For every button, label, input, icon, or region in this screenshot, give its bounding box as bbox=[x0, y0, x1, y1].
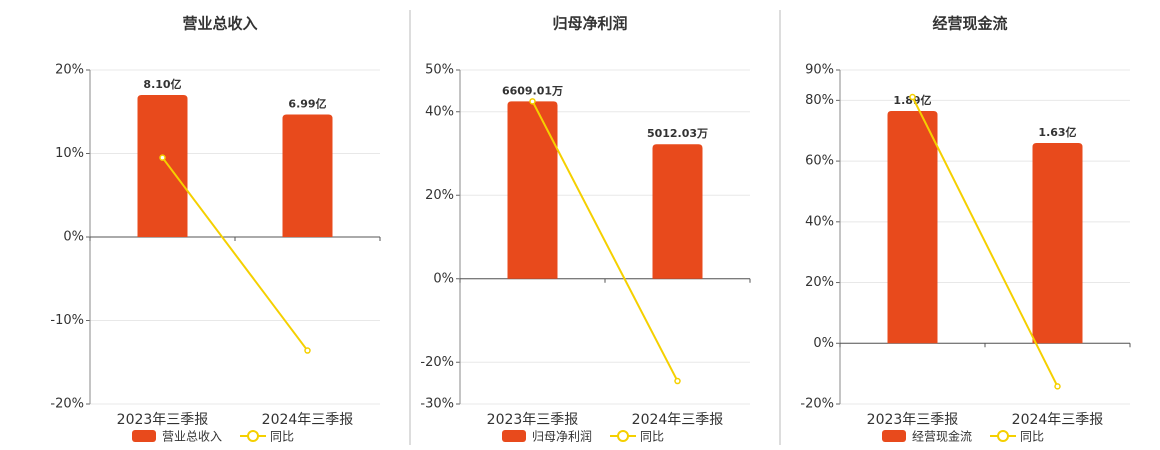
legend-label: 同比 bbox=[270, 430, 294, 444]
legend-swatch bbox=[502, 430, 526, 442]
legend-swatch bbox=[997, 430, 1010, 442]
legend-label: 同比 bbox=[1020, 430, 1044, 444]
y-tick-label: 40% bbox=[425, 104, 454, 119]
legend-swatch bbox=[247, 430, 260, 442]
y-tick-label: 0% bbox=[813, 336, 834, 351]
bar bbox=[887, 110, 938, 344]
y-tick-label: 0% bbox=[433, 271, 454, 286]
legend-swatch bbox=[882, 430, 906, 442]
bar bbox=[282, 114, 333, 237]
bar bbox=[137, 95, 188, 237]
bar bbox=[1032, 142, 1083, 344]
y-tick-label: -10% bbox=[50, 313, 84, 328]
y-tick-label: 90% bbox=[805, 63, 834, 78]
legend-label: 归母净利润 bbox=[532, 430, 592, 444]
line bbox=[531, 100, 679, 382]
x-tick-label: 2023年三季报 bbox=[487, 412, 579, 428]
bar bbox=[652, 144, 703, 279]
y-tick-label: -20% bbox=[50, 397, 84, 412]
x-tick-label: 2024年三季报 bbox=[262, 412, 354, 428]
y-tick-label: 10% bbox=[55, 146, 84, 161]
x-tick-label: 2024年三季报 bbox=[1012, 412, 1104, 428]
data-label: 1.63亿 bbox=[1038, 125, 1076, 139]
point bbox=[1054, 383, 1061, 390]
y-tick-label: 80% bbox=[805, 93, 834, 108]
point bbox=[909, 93, 916, 101]
point bbox=[674, 377, 681, 385]
data-label: 6609.01万 bbox=[502, 84, 563, 97]
legend-swatch bbox=[132, 430, 156, 442]
chart-title: 归母净利润 bbox=[552, 15, 627, 33]
data-label: 8.10亿 bbox=[143, 77, 181, 91]
y-tick-label: 20% bbox=[55, 63, 84, 78]
y-tick-label: -20% bbox=[420, 355, 454, 370]
y-tick-label: 0% bbox=[63, 230, 84, 245]
bar bbox=[507, 101, 558, 279]
point bbox=[529, 98, 536, 105]
line bbox=[911, 96, 1059, 387]
y-tick-label: 20% bbox=[805, 275, 834, 290]
y-tick-label: -30% bbox=[420, 397, 454, 412]
y-tick-label: 20% bbox=[425, 188, 454, 203]
y-tick-label: -20% bbox=[800, 397, 834, 412]
line bbox=[161, 157, 309, 352]
point bbox=[304, 347, 311, 354]
chart-title: 营业总收入 bbox=[182, 15, 257, 33]
legend-label: 营业总收入 bbox=[162, 430, 222, 444]
legend-label: 经营现金流 bbox=[912, 429, 972, 444]
y-tick-label: 40% bbox=[805, 214, 834, 229]
x-tick-label: 2024年三季报 bbox=[632, 412, 724, 428]
legend-swatch bbox=[617, 430, 630, 442]
chart-title: 经营现金流 bbox=[932, 15, 1007, 33]
x-tick-label: 2023年三季报 bbox=[867, 412, 959, 428]
legend-label: 同比 bbox=[640, 430, 664, 444]
x-tick-label: 2023年三季报 bbox=[117, 412, 209, 428]
y-tick-label: 60% bbox=[805, 154, 834, 169]
data-label: 5012.03万 bbox=[647, 127, 708, 140]
data-label: 6.99亿 bbox=[288, 97, 326, 111]
point bbox=[159, 154, 166, 161]
y-tick-label: 50% bbox=[425, 63, 454, 78]
